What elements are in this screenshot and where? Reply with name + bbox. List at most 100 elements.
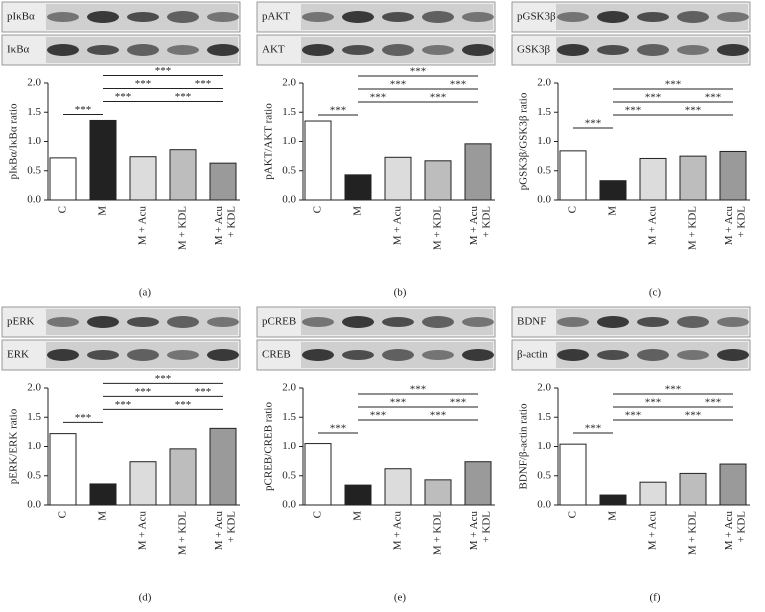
blot-label: CREB bbox=[262, 349, 291, 361]
bar bbox=[304, 443, 332, 506]
y-tick-label: 2.0 bbox=[537, 382, 551, 394]
bar bbox=[344, 484, 372, 506]
blot-band bbox=[597, 11, 629, 23]
significance-label: *** bbox=[370, 92, 387, 104]
x-tick-line: M + Acu bbox=[723, 206, 735, 246]
blot-band bbox=[207, 349, 239, 361]
x-tick-label: M bbox=[97, 511, 109, 521]
significance-label: *** bbox=[135, 386, 152, 398]
blot-band bbox=[167, 11, 199, 23]
y-tick-label: 1.0 bbox=[27, 135, 41, 147]
y-tick-label: 0.0 bbox=[27, 194, 41, 206]
y-tick-label: 0.5 bbox=[537, 469, 551, 481]
y-tick-label: 1.5 bbox=[282, 411, 296, 423]
bar bbox=[344, 174, 372, 201]
x-tick-label: M + KDL bbox=[687, 511, 699, 555]
y-axis-label: pIκBα/IκBα ratio bbox=[8, 103, 20, 180]
significance-label: *** bbox=[705, 92, 722, 104]
x-tick-line: M + Acu bbox=[213, 206, 225, 246]
y-tick-label: 0.0 bbox=[537, 499, 551, 511]
blot-label: pGSK3β bbox=[517, 11, 556, 23]
significance-label: *** bbox=[645, 397, 662, 409]
blot-band bbox=[207, 12, 239, 22]
y-tick-label: 0.0 bbox=[282, 499, 296, 511]
blot-band bbox=[462, 12, 494, 22]
significance-label: *** bbox=[115, 91, 132, 103]
significance-label: *** bbox=[430, 410, 447, 422]
blot-band bbox=[717, 12, 749, 22]
x-tick-line: + KDL bbox=[225, 206, 237, 241]
blot-band bbox=[422, 45, 454, 55]
y-tick-label: 1.0 bbox=[537, 135, 551, 147]
bar bbox=[384, 156, 412, 201]
bar bbox=[464, 461, 492, 506]
blot-band bbox=[677, 350, 709, 360]
x-tick-label: C bbox=[57, 511, 69, 518]
panel-label: (e) bbox=[394, 592, 407, 604]
x-tick-line: + KDL bbox=[480, 511, 492, 546]
significance-label: *** bbox=[430, 92, 447, 104]
bar bbox=[599, 180, 627, 201]
significance-label: *** bbox=[685, 410, 702, 422]
bar bbox=[559, 150, 587, 201]
blot-band bbox=[167, 350, 199, 360]
blot-band bbox=[167, 45, 199, 55]
y-tick-label: 1.5 bbox=[27, 411, 41, 423]
x-tick-line: + KDL bbox=[735, 511, 747, 546]
panel-label: (a) bbox=[139, 287, 152, 299]
x-tick-label: M + Acu + KDL bbox=[213, 511, 237, 551]
y-tick-label: 0.5 bbox=[537, 164, 551, 176]
y-tick-label: 2.0 bbox=[27, 77, 41, 89]
y-tick-label: 1.5 bbox=[537, 411, 551, 423]
significance-label: *** bbox=[625, 410, 642, 422]
blot-band bbox=[47, 12, 79, 22]
significance-label: *** bbox=[155, 65, 172, 77]
bar bbox=[304, 120, 332, 201]
bar bbox=[169, 149, 197, 201]
blot-band bbox=[462, 317, 494, 327]
bar bbox=[209, 162, 237, 201]
x-tick-line: M + Acu bbox=[468, 511, 480, 551]
blot-band bbox=[127, 12, 159, 22]
blot-band bbox=[87, 350, 119, 360]
blot-band bbox=[302, 44, 334, 56]
bar bbox=[679, 155, 707, 201]
blot-band bbox=[597, 316, 629, 328]
significance-label: *** bbox=[155, 373, 172, 385]
y-axis-label: pAKT/AKT ratio bbox=[263, 103, 275, 180]
significance-label: *** bbox=[585, 118, 602, 130]
x-tick-label: C bbox=[57, 206, 69, 213]
blot-label: pCREB bbox=[262, 316, 296, 328]
y-tick-label: 1.0 bbox=[282, 440, 296, 452]
panel-label: (c) bbox=[649, 287, 662, 299]
significance-label: *** bbox=[645, 92, 662, 104]
x-tick-label: M + Acu bbox=[647, 511, 659, 551]
y-tick-label: 2.0 bbox=[537, 77, 551, 89]
bar bbox=[129, 156, 157, 201]
blot-band bbox=[422, 350, 454, 360]
bar bbox=[639, 481, 667, 506]
blot-band bbox=[382, 349, 414, 361]
y-tick-label: 2.0 bbox=[282, 77, 296, 89]
significance-label: *** bbox=[625, 105, 642, 117]
significance-label: *** bbox=[135, 78, 152, 90]
x-tick-line: M + Acu bbox=[213, 511, 225, 551]
blot-band bbox=[422, 11, 454, 23]
x-tick-label: M + Acu + KDL bbox=[723, 511, 747, 551]
blot-band bbox=[342, 45, 374, 55]
x-tick-label: M + Acu + KDL bbox=[468, 206, 492, 246]
panel-label: (d) bbox=[139, 592, 152, 604]
blot-band bbox=[382, 12, 414, 22]
x-tick-label: M bbox=[97, 206, 109, 216]
blot-label: pERK bbox=[7, 316, 35, 328]
x-tick-line: M + Acu bbox=[723, 511, 735, 551]
x-tick-label: M + KDL bbox=[177, 511, 189, 555]
bar bbox=[384, 468, 412, 506]
blot-band bbox=[557, 349, 589, 361]
x-tick-label: C bbox=[567, 511, 579, 518]
significance-label: *** bbox=[410, 384, 427, 396]
y-tick-label: 1.5 bbox=[27, 106, 41, 118]
blot-band bbox=[557, 317, 589, 327]
significance-label: *** bbox=[75, 412, 92, 424]
